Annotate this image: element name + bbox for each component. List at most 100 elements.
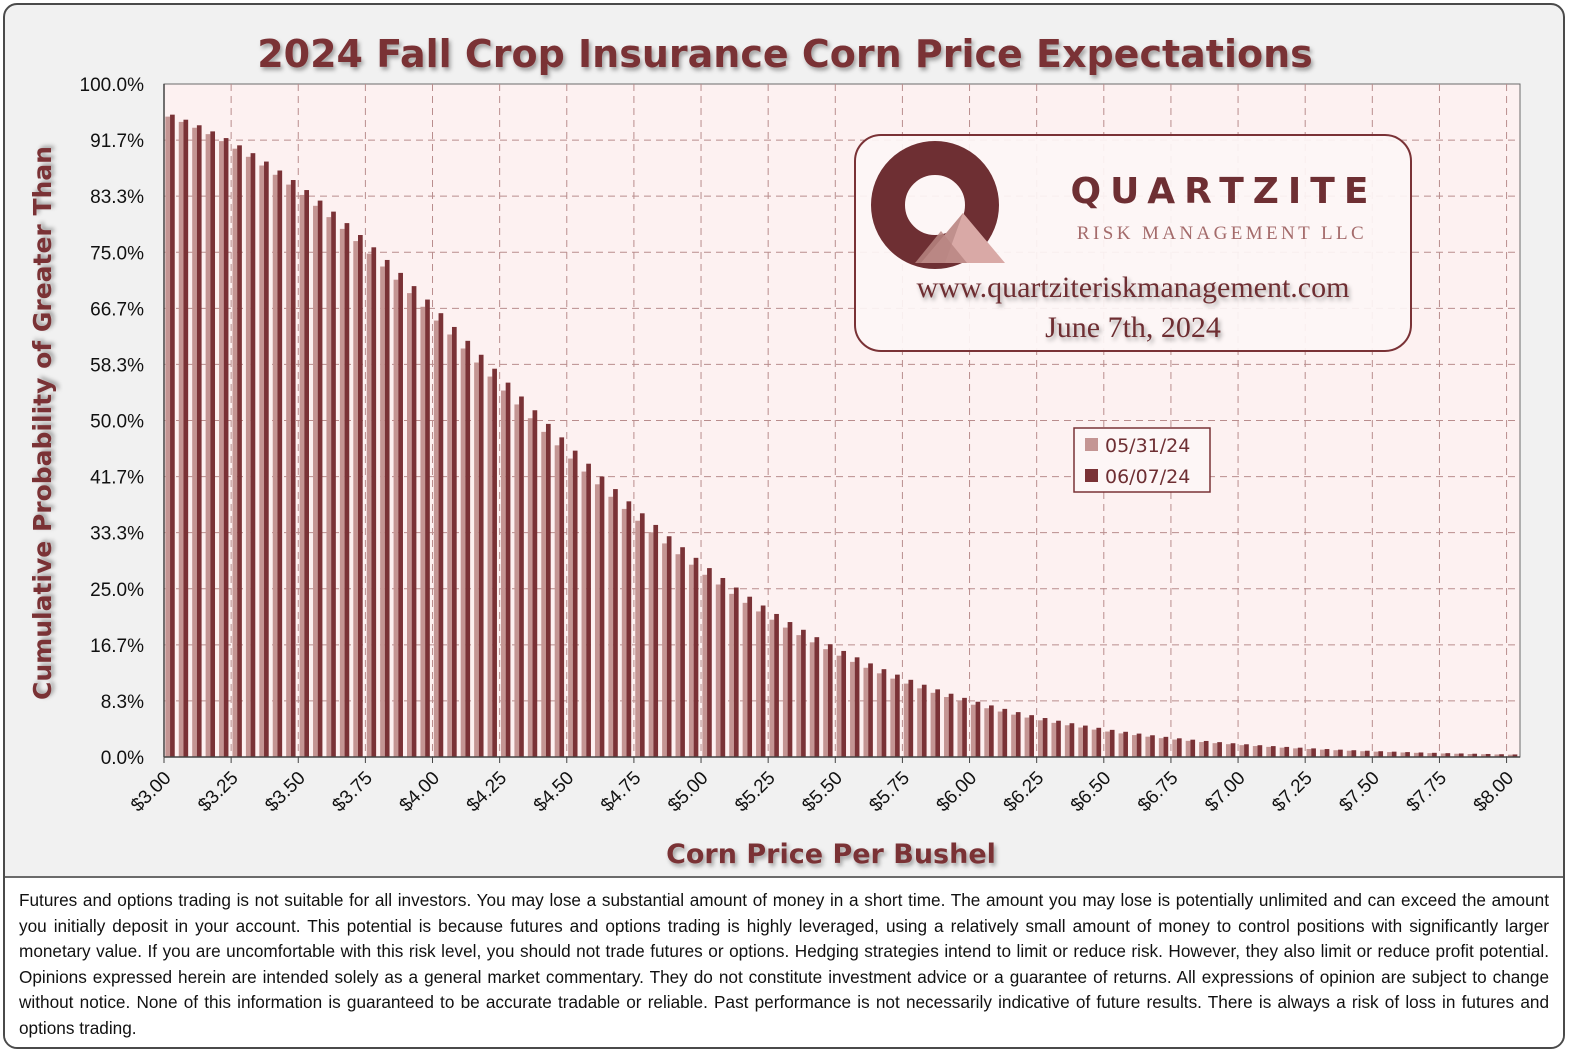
bar-0607	[1324, 749, 1330, 757]
bars	[165, 114, 1518, 758]
bar-0607	[639, 513, 645, 757]
bar-0607	[881, 669, 887, 757]
quartzite-logo-icon	[871, 141, 1005, 269]
bar-0607	[1150, 735, 1155, 757]
bar-0531	[796, 635, 802, 757]
bar-0531	[366, 253, 372, 757]
website-link[interactable]: www.quartziteriskmanagement.com	[917, 271, 1350, 304]
bar-0531	[245, 156, 251, 757]
bar-0531	[474, 362, 479, 757]
bar-0531	[339, 228, 345, 757]
bar-0531	[1011, 714, 1016, 757]
bar-0607	[425, 299, 430, 757]
bar-0531	[1319, 749, 1325, 757]
bar-0531	[1024, 717, 1030, 757]
bar-0531	[447, 334, 452, 757]
bar-0607	[693, 557, 699, 757]
bar-0607	[519, 396, 524, 757]
bar-0607	[1042, 718, 1048, 757]
bar-0531	[219, 141, 224, 758]
y-tick-label: 66.7%	[90, 299, 144, 320]
bar-0607	[948, 693, 954, 757]
bar-0531	[568, 458, 573, 757]
bar-0531	[581, 471, 587, 757]
bar-0607	[895, 674, 900, 757]
y-tick-label: 25.0%	[90, 580, 144, 601]
y-tick-label: 83.3%	[90, 187, 144, 208]
bar-0531	[1454, 753, 1459, 757]
y-tick-label: 8.3%	[101, 692, 144, 713]
bar-0531	[487, 376, 493, 757]
legend-swatch-0607	[1085, 469, 1098, 482]
bar-0531	[756, 611, 761, 757]
bar-0607	[787, 622, 793, 757]
bar-0607	[814, 637, 820, 757]
bar-0607	[237, 145, 242, 757]
bar-0607	[277, 170, 283, 757]
bar-0607	[1217, 742, 1222, 757]
bar-0531	[1185, 740, 1191, 757]
bar-0607	[1069, 723, 1075, 757]
bar-0607	[1405, 752, 1410, 757]
bar-0607	[720, 577, 726, 757]
x-tick-label: $6.75	[1134, 768, 1182, 816]
x-tick-label: $5.25	[731, 768, 779, 816]
bar-0531	[1467, 753, 1473, 757]
bar-0531	[930, 692, 936, 757]
bar-0531	[407, 293, 412, 757]
bar-0607	[1472, 753, 1478, 757]
bar-0531	[702, 574, 708, 757]
bar-0607	[653, 524, 659, 757]
x-axis-label: Corn Price Per Bushel	[666, 839, 996, 870]
bar-0607	[1458, 753, 1464, 757]
bar-0607	[962, 697, 967, 757]
bar-0607	[801, 629, 806, 757]
bar-0531	[299, 194, 305, 758]
bar-0607	[1203, 740, 1209, 757]
bar-0607	[1445, 753, 1451, 757]
bar-0531	[1481, 754, 1486, 757]
bar-0607	[317, 200, 323, 757]
y-tick-label: 50.0%	[90, 412, 144, 433]
y-tick-label: 16.7%	[90, 636, 144, 657]
bar-0531	[313, 205, 318, 757]
bar-0531	[1494, 754, 1500, 757]
bar-0531	[420, 306, 426, 757]
bar-0607	[774, 613, 779, 757]
bar-0531	[326, 217, 332, 757]
x-tick-labels: $3.00 $3.25 $3.50 $3.75 $4.00 $4.25 $4.50 $4.75…	[127, 757, 1518, 816]
bar-0607	[492, 368, 497, 757]
bar-0531	[742, 602, 748, 757]
bar-0531	[809, 642, 815, 757]
x-tick-label: $3.25	[194, 768, 242, 816]
bar-0531	[1145, 736, 1151, 757]
bar-0607	[344, 223, 350, 758]
bar-0607	[707, 568, 712, 757]
bar-0607	[371, 247, 377, 758]
y-tick-label: 91.7%	[90, 131, 144, 152]
bar-0607	[438, 313, 444, 757]
bar-0531	[460, 348, 466, 757]
bar-0607	[908, 679, 914, 757]
bar-0531	[863, 667, 869, 757]
bar-0531	[1225, 744, 1231, 757]
bar-0607	[1311, 748, 1316, 757]
bar-0607	[733, 587, 739, 757]
bar-0607	[250, 153, 256, 758]
bar-0607	[1029, 715, 1034, 757]
bar-0531	[876, 673, 882, 757]
bar-0607	[1096, 727, 1102, 757]
bar-0607	[1136, 733, 1142, 757]
x-tick-label: $6.25	[1000, 768, 1048, 816]
bar-0531	[970, 704, 976, 757]
bar-0531	[1279, 747, 1285, 757]
bar-0607	[532, 410, 538, 757]
x-tick-label: $7.00	[1201, 768, 1249, 816]
bar-0531	[433, 320, 439, 757]
bar-0531	[1427, 753, 1433, 757]
bar-0531	[688, 564, 694, 757]
legend-label-0531: 05/31/24	[1105, 435, 1190, 457]
bar-0531	[1158, 738, 1164, 757]
bar-0531	[769, 619, 775, 757]
bar-0531	[1051, 722, 1057, 757]
